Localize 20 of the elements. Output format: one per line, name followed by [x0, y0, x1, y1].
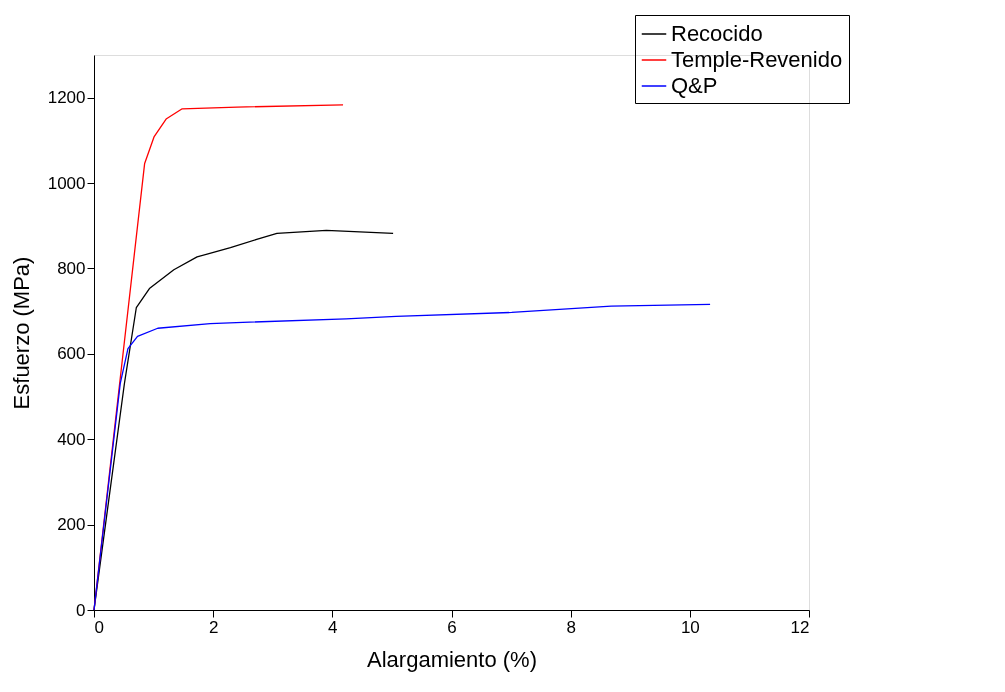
line-series [93, 303, 711, 611]
legend-label: Recocido [671, 21, 763, 46]
x-axis-title: Alargamiento (%) [367, 646, 537, 672]
x-tick-label: 10 [680, 617, 700, 637]
x-tick-label: 0 [94, 617, 104, 637]
x-tick-label: 8 [566, 617, 576, 637]
y-tick-label: 1200 [47, 88, 86, 108]
y-tick-label: 200 [57, 515, 86, 535]
y-tick-label: 800 [57, 258, 86, 278]
y-tick-label: 600 [57, 344, 86, 364]
x-tick-label: 12 [790, 617, 810, 637]
legend-label: Temple-Revenido [671, 47, 843, 72]
x-tick-label: 4 [328, 617, 338, 637]
y-tick-label: 0 [76, 600, 86, 620]
x-tick-label: 2 [208, 617, 219, 637]
legend-label: Q&P [671, 73, 718, 98]
y-tick-label: 400 [57, 429, 86, 449]
x-tick-label: 6 [447, 617, 457, 637]
y-tick-label: 1000 [47, 173, 86, 193]
y-axis-title: Esfuerzo (MPa) [8, 256, 34, 410]
